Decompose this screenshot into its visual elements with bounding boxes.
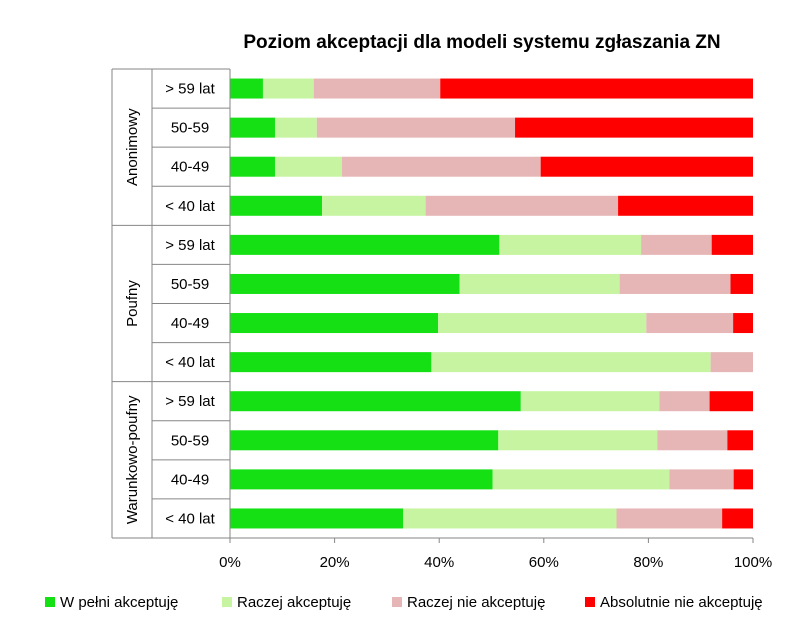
- bar-segment: [425, 195, 619, 216]
- bar-segment: [618, 195, 753, 216]
- bar-segment: [341, 156, 541, 177]
- bar-segment: [440, 78, 753, 99]
- legend-label: Raczej akceptuję: [237, 594, 351, 611]
- category-label: 40-49: [171, 159, 209, 176]
- group-label: Warunkowo-poufny: [124, 395, 141, 524]
- bar-segment: [438, 313, 647, 334]
- category-label: 40-49: [171, 315, 209, 332]
- bar-segment: [659, 391, 710, 412]
- bar-segment: [322, 195, 426, 216]
- bar-segment: [733, 469, 753, 490]
- bar-segment: [710, 352, 753, 373]
- legend-label: W pełni akceptuję: [60, 594, 178, 611]
- category-label: 50-59: [171, 432, 209, 449]
- legend-swatch: [222, 597, 232, 607]
- bar-segment: [230, 430, 499, 451]
- bar-segment: [646, 313, 734, 334]
- legend-label: Raczej nie akceptuję: [407, 594, 545, 611]
- bar-segment: [230, 469, 493, 490]
- bar-segment: [730, 273, 753, 294]
- bar-segment: [230, 508, 404, 529]
- bar-segment: [230, 352, 432, 373]
- bar-segment: [230, 234, 500, 255]
- category-label: > 59 lat: [165, 237, 215, 254]
- category-label: > 59 lat: [165, 393, 215, 410]
- x-tick-label: 100%: [734, 554, 772, 571]
- bar-segment: [230, 117, 275, 138]
- category-label: < 40 lat: [165, 198, 215, 215]
- bar-segment: [722, 508, 753, 529]
- chart-title: Poziom akceptacji dla modeli systemu zgł…: [243, 32, 720, 53]
- bar-segment: [274, 117, 317, 138]
- bar-segment: [230, 313, 439, 334]
- bar-segment: [230, 156, 275, 177]
- bar-segment: [657, 430, 728, 451]
- x-tick-labels-layer: 0% 20% 40% 60% 80% 100%: [219, 554, 772, 571]
- category-label: < 40 lat: [165, 510, 215, 527]
- bar-segment: [540, 156, 753, 177]
- legend-swatch: [585, 597, 595, 607]
- category-label: 50-59: [171, 120, 209, 137]
- bar-segment: [316, 117, 516, 138]
- bar-segment: [230, 195, 323, 216]
- bar-segment: [403, 508, 617, 529]
- bar-segment: [733, 313, 753, 334]
- bar-segment: [515, 117, 754, 138]
- bar-segment: [711, 234, 753, 255]
- group-label: Anonimowy: [124, 108, 141, 186]
- group-label: Poufny: [124, 280, 141, 327]
- x-tick-label: 80%: [633, 554, 663, 571]
- x-tick-label: 0%: [219, 554, 241, 571]
- bar-segment: [619, 273, 731, 294]
- bar-segment: [230, 78, 263, 99]
- bar-segment: [492, 469, 670, 490]
- axes-layer: [111, 68, 754, 543]
- x-tick-label: 60%: [529, 554, 559, 571]
- bar-segment: [499, 234, 642, 255]
- bar-segment: [616, 508, 723, 529]
- bar-segment: [709, 391, 753, 412]
- bar-segment: [669, 469, 734, 490]
- category-label: < 40 lat: [165, 354, 215, 371]
- bar-segment: [274, 156, 342, 177]
- category-label: 50-59: [171, 276, 209, 293]
- bar-segment: [459, 273, 620, 294]
- bar-segment: [520, 391, 660, 412]
- bar-segment: [313, 78, 441, 99]
- bars-layer: [230, 78, 754, 529]
- bar-segment: [230, 273, 460, 294]
- legend-swatch: [45, 597, 55, 607]
- bar-segment: [727, 430, 753, 451]
- category-labels-layer: > 59 lat 50-59 40-49 < 40 lat > 59 lat 50-59 4…: [124, 81, 216, 528]
- category-label: 40-49: [171, 471, 209, 488]
- bar-segment: [431, 352, 711, 373]
- bar-segment: [262, 78, 314, 99]
- x-tick-label: 40%: [424, 554, 454, 571]
- legend-swatch: [392, 597, 402, 607]
- bar-segment: [641, 234, 712, 255]
- x-tick-label: 20%: [320, 554, 350, 571]
- legend-label: Absolutnie nie akceptuję: [600, 594, 763, 611]
- bar-segment: [230, 391, 521, 412]
- category-label: > 59 lat: [165, 81, 215, 98]
- bar-segment: [498, 430, 658, 451]
- legend: W pełni akceptuję Raczej akceptuję Raczej …: [45, 594, 763, 611]
